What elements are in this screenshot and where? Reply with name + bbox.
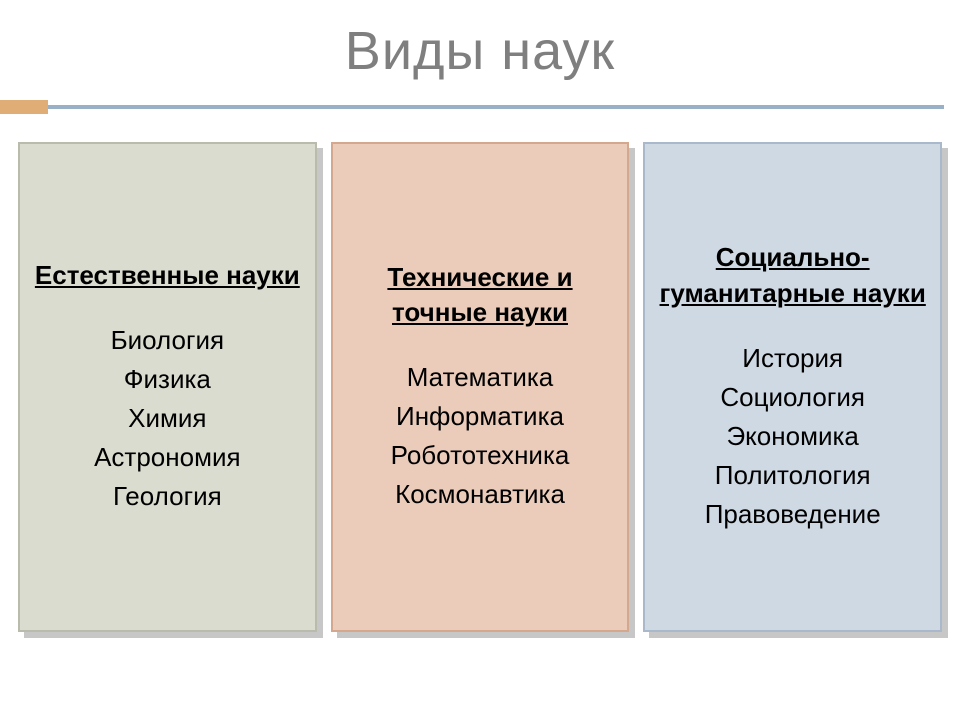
title-area: Виды наук — [0, 0, 960, 100]
card-body: Технические и точные науки Математика Ин… — [331, 142, 630, 632]
card-body: Естественные науки Биология Физика Химия… — [18, 142, 317, 632]
card-social: Социально-гуманитарные науки История Соц… — [643, 142, 942, 632]
list-item: Математика — [391, 358, 570, 397]
list-item: Геология — [94, 477, 240, 516]
list-item: Правоведение — [705, 495, 881, 534]
cards-row: Естественные науки Биология Физика Химия… — [0, 114, 960, 632]
card-heading: Технические и точные науки — [343, 260, 618, 330]
card-natural: Естественные науки Биология Физика Химия… — [18, 142, 317, 632]
list-item: Политология — [705, 456, 881, 495]
list-item: Экономика — [705, 417, 881, 456]
list-item: Химия — [94, 399, 240, 438]
divider-accent — [0, 100, 48, 114]
card-heading: Социально-гуманитарные науки — [655, 240, 930, 310]
card-technical: Технические и точные науки Математика Ин… — [331, 142, 630, 632]
card-list: Математика Информатика Робототехника Кос… — [391, 358, 570, 514]
card-heading: Естественные науки — [35, 258, 300, 293]
divider-line — [0, 105, 944, 109]
page-title: Виды наук — [0, 20, 960, 82]
divider-row — [0, 100, 960, 114]
list-item: Космонавтика — [391, 475, 570, 514]
card-list: История Социология Экономика Политология… — [705, 339, 881, 534]
list-item: Социология — [705, 378, 881, 417]
list-item: Физика — [94, 360, 240, 399]
card-list: Биология Физика Химия Астрономия Геологи… — [94, 321, 240, 516]
card-body: Социально-гуманитарные науки История Соц… — [643, 142, 942, 632]
list-item: Робототехника — [391, 436, 570, 475]
list-item: История — [705, 339, 881, 378]
list-item: Астрономия — [94, 438, 240, 477]
list-item: Биология — [94, 321, 240, 360]
list-item: Информатика — [391, 397, 570, 436]
